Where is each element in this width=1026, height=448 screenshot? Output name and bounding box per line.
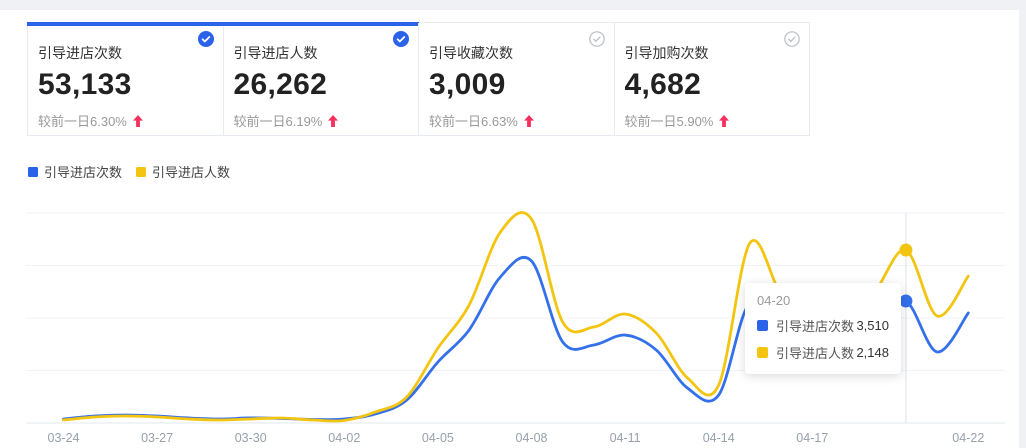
metric-card-guided-addcart[interactable]: 引导加购次数 4,682 较前一日5.90% bbox=[613, 23, 810, 135]
metric-delta: 较前一日6.19% bbox=[233, 114, 323, 129]
unselected-check-icon[interactable] bbox=[588, 31, 605, 47]
x-axis-tick-label: 03-27 bbox=[141, 431, 173, 445]
up-arrow-icon bbox=[523, 114, 534, 127]
highlight-dot-0 bbox=[899, 294, 913, 308]
tooltip-value: 3,510 bbox=[856, 318, 889, 333]
x-axis-tick-label: 04-17 bbox=[796, 431, 828, 445]
metric-delta: 较前一日6.63% bbox=[429, 114, 518, 129]
metric-value: 4,682 bbox=[624, 68, 702, 101]
x-axis-tick-label: 03-24 bbox=[48, 431, 80, 445]
metric-title: 引导加购次数 bbox=[624, 45, 709, 61]
tooltip-row: 引导进店人数 2,148 bbox=[757, 343, 889, 362]
chart-legend: 引导进店次数 引导进店人数 bbox=[28, 162, 230, 181]
legend-item-guided-visitors[interactable]: 引导进店人数 bbox=[136, 162, 230, 181]
up-arrow-icon bbox=[719, 114, 730, 127]
metric-card-guided-favorites[interactable]: 引导收藏次数 3,009 较前一日6.63% bbox=[418, 23, 614, 135]
tooltip-swatch-icon bbox=[757, 320, 768, 331]
metric-card-guided-visits[interactable]: 引导进店次数 53,133 较前一日6.30% bbox=[27, 22, 223, 135]
unselected-check-icon[interactable] bbox=[784, 31, 800, 47]
chart-canvas[interactable]: 03-24 03-27 03-30 04-02 04-05 04-08 04-11 04-14… bbox=[0, 195, 1026, 448]
legend-label: 引导进店人数 bbox=[152, 165, 231, 180]
metric-title: 引导进店次数 bbox=[38, 45, 122, 61]
metric-card-guided-visitors[interactable]: 引导进店人数 26,262 较前一日6.19% bbox=[222, 22, 419, 135]
tooltip-label: 引导进店人数 bbox=[776, 346, 855, 361]
x-axis-tick-label: 04-05 bbox=[422, 431, 454, 445]
metric-value: 26,262 bbox=[233, 68, 328, 101]
selected-check-icon[interactable] bbox=[393, 31, 409, 47]
up-arrow-icon bbox=[328, 114, 339, 127]
tooltip-date: 04-20 bbox=[757, 293, 791, 308]
legend-item-guided-visits[interactable]: 引导进店次数 bbox=[28, 162, 122, 181]
tooltip-value: 2,148 bbox=[856, 345, 889, 360]
x-axis-tick-label: 04-14 bbox=[703, 431, 735, 445]
metric-value: 3,009 bbox=[429, 68, 506, 101]
x-axis-tick-label: 04-11 bbox=[610, 431, 641, 445]
metric-title: 引导收藏次数 bbox=[429, 45, 513, 61]
x-axis-tick-label: 04-02 bbox=[328, 431, 360, 445]
metric-value: 53,133 bbox=[38, 68, 132, 101]
x-axis-tick-label: 03-30 bbox=[235, 431, 267, 445]
highlight-dot-1 bbox=[899, 243, 913, 257]
chart-tooltip: 04-20 引导进店次数 3,510 引导进店人数 2,148 bbox=[745, 283, 901, 374]
tooltip-row: 引导进店次数 3,510 bbox=[757, 316, 889, 335]
page-right-strip bbox=[1019, 0, 1026, 448]
selected-check-icon[interactable] bbox=[197, 31, 214, 47]
up-arrow-icon bbox=[132, 114, 143, 127]
metric-cards: 引导进店次数 53,133 较前一日6.30% 引导进店人数 26,262 较前… bbox=[27, 22, 810, 136]
metric-delta: 较前一日5.90% bbox=[624, 114, 714, 129]
metric-title: 引导进店人数 bbox=[233, 45, 318, 61]
tooltip-label: 引导进店次数 bbox=[776, 319, 855, 334]
legend-label: 引导进店次数 bbox=[44, 165, 123, 180]
x-axis-tick-label: 04-08 bbox=[516, 431, 548, 445]
tooltip-swatch-icon bbox=[757, 347, 768, 358]
metric-delta: 较前一日6.30% bbox=[38, 114, 127, 129]
page-top-strip bbox=[0, 0, 1026, 10]
trend-chart[interactable]: 03-24 03-27 03-30 04-02 04-05 04-08 04-11 04-14… bbox=[0, 195, 1026, 448]
x-axis-tick-label: 04-22 bbox=[952, 431, 984, 445]
legend-swatch-icon bbox=[28, 166, 38, 177]
legend-swatch-icon bbox=[136, 166, 147, 177]
